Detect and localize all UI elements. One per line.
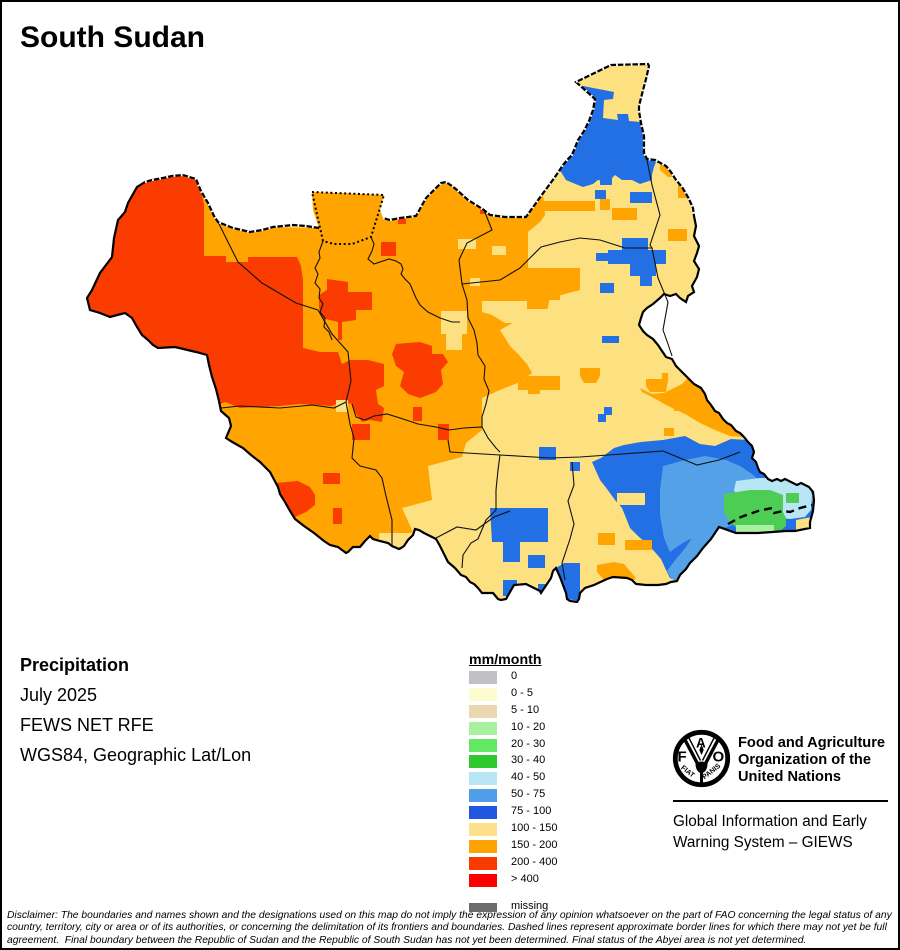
svg-text:O: O <box>713 749 725 766</box>
svg-text:A: A <box>696 736 706 751</box>
svg-text:F: F <box>678 749 687 766</box>
